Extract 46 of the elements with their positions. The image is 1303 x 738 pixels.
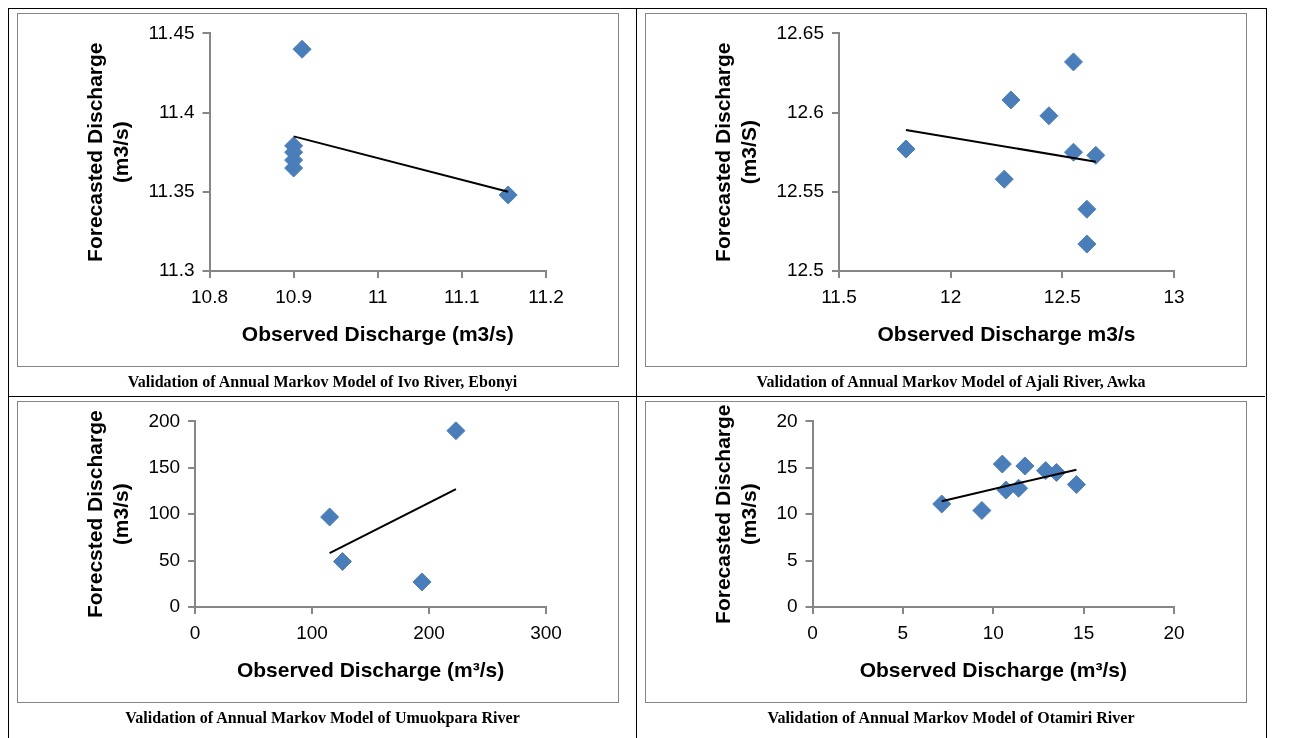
y-tick-label: 11.45	[148, 21, 195, 43]
x-tick-label: 12.5	[1043, 285, 1081, 307]
x-tick-label: 15	[1073, 621, 1095, 643]
x-tick-label: 11.5	[821, 285, 857, 307]
x-tick-label: 11.1	[444, 285, 480, 307]
x-tick-label: 11	[367, 285, 388, 307]
y-tick-label: 15	[776, 456, 798, 478]
y-tick-label: 10	[776, 502, 798, 524]
x-tick-label: 20	[1163, 621, 1185, 643]
x-tick-label: 100	[296, 621, 328, 643]
x-tick-label: 200	[413, 621, 445, 643]
y-tick-label: 150	[148, 456, 181, 478]
y-tick-label: 100	[148, 502, 181, 524]
x-tick-label: 13	[1163, 285, 1185, 307]
y-tick-label: 20	[776, 409, 798, 431]
text: Validation of Annual Markov Model of Umuokpara River	[124, 709, 521, 727]
text: Validation of Annual Markov Model of Ajali River, Awka	[755, 373, 1147, 391]
y-tick-label: 12.65	[776, 21, 824, 43]
x-tick-label: 5	[897, 621, 909, 643]
y-tick-label: 12.5	[786, 259, 824, 281]
x-axis-title: Observed Discharge (m³/s)	[236, 658, 505, 682]
y-tick-label: 5	[786, 548, 798, 570]
x-tick-label: 12	[940, 285, 962, 307]
y-tick-label: 0	[786, 595, 798, 617]
x-tick-label: 11.2	[528, 285, 564, 307]
text: Validation of Annual Markov Model of Otamiri River	[766, 709, 1136, 727]
y-axis-title: Forecasted Discharge (m3/s)	[711, 404, 760, 624]
x-axis-title: Observed Discharge m3/s	[877, 322, 1136, 346]
y-tick-label: 12.55	[776, 180, 824, 202]
x-tick-label: 10.9	[275, 285, 313, 307]
x-axis-title: Observed Discharge (m³/s)	[859, 658, 1127, 682]
y-tick-label: 11.4	[158, 100, 195, 122]
y-axis-title: Forecsted Discharge (m3/s)	[83, 410, 132, 619]
y-axis-title: Forecasted Discharge (m3/s)	[83, 42, 132, 262]
y-tick-label: 11.3	[158, 259, 195, 281]
y-axis-title: Forecasted Discharge (m3/S)	[711, 42, 760, 262]
x-tick-label: 300	[530, 621, 562, 643]
x-axis-title: Observed Discharge (m3/s)	[241, 322, 514, 346]
y-tick-label: 200	[148, 409, 181, 431]
text: Validation of Annual Markov Model of Ivo River, Ebonyi	[126, 373, 519, 391]
x-tick-label: 10	[982, 621, 1004, 643]
x-tick-label: 10.8	[191, 285, 229, 307]
y-tick-label: 12.6	[786, 100, 824, 122]
y-tick-label: 50	[158, 548, 181, 570]
y-tick-label: 0	[169, 595, 181, 617]
y-tick-label: 11.35	[148, 180, 195, 202]
